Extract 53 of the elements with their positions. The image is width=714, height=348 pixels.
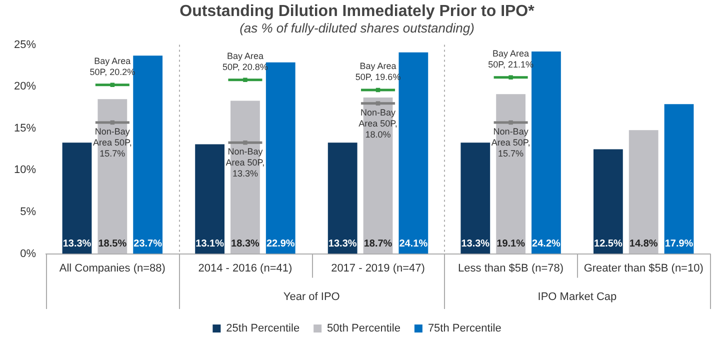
y-tick-label: 15% [14, 122, 36, 134]
point [243, 78, 248, 82]
y-tick-label: 25% [14, 38, 36, 51]
text: Year of IPO [283, 291, 340, 304]
x-tick-label: Less than $5B (n=78) [458, 262, 564, 274]
data-label: 13.3% [62, 238, 92, 250]
bar [460, 142, 490, 254]
point [243, 140, 248, 145]
legend-label: 75th Percentile [428, 322, 502, 335]
x-tick-label: Greater than $5B (n=10) [584, 262, 704, 274]
data-label: 23.7% [134, 238, 162, 250]
legend-label: 50th Percentile [327, 322, 400, 335]
y-tick-label: 0% [20, 248, 36, 260]
data-label: 13.1% [196, 238, 224, 250]
bar [62, 142, 92, 254]
bar [664, 104, 694, 254]
data-label: 18.3% [231, 238, 260, 250]
chart-subtitle: (as % of fully-diluted shares outstanding) [240, 20, 474, 36]
data-label: Non-Bay Area 50P, 15.7% [491, 126, 530, 159]
data-label: Non-Bay Area 50P, 13.3% [226, 146, 265, 179]
bar [328, 142, 358, 254]
y-tick-label: 10% [14, 164, 36, 176]
bar [266, 62, 296, 254]
data-label: 13.3% [328, 238, 357, 250]
data-label: Non-Bay Area 50P, 15.7% [92, 126, 132, 159]
data-label: 12.5% [594, 238, 622, 250]
data-label: Non-Bay Area 50P, 18.0% [358, 107, 398, 140]
y-tick-label: 5% [20, 206, 36, 218]
point [376, 101, 380, 106]
text: IPO Market Cap [538, 291, 617, 304]
point [508, 75, 513, 80]
point [508, 120, 513, 125]
chart-title: Outstanding Dilution Immediately Prior to IPO* [180, 3, 536, 20]
data-label: 24.1% [399, 238, 428, 250]
data-label: 24.2% [532, 238, 560, 250]
bar [195, 144, 224, 254]
data-label: 19.1% [496, 238, 526, 250]
bar [532, 51, 561, 254]
data-label: 18.7% [364, 238, 392, 250]
x-tick-label: 2017 - 2019 (n=47) [331, 262, 425, 274]
y-tick-label: 20% [14, 80, 36, 93]
bar [593, 149, 623, 254]
data-label: 14.8% [629, 238, 658, 250]
bar [398, 52, 428, 254]
data-label: 13.3% [461, 238, 490, 250]
x-tick-label: All Companies (n=88) [59, 262, 166, 274]
data-label: 18.5% [98, 238, 127, 250]
bar [133, 56, 163, 254]
data-label: 22.9% [266, 238, 295, 250]
data-label: 17.9% [664, 238, 694, 250]
legend-label: 25th Percentile [226, 322, 300, 335]
x-tick-label: 2014 - 2016 (n=41) [198, 262, 292, 274]
bar [628, 130, 658, 254]
